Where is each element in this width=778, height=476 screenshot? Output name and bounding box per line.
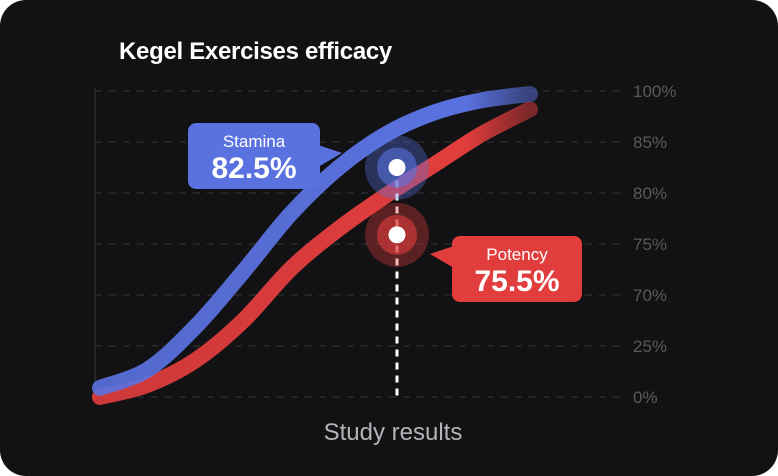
- y-tick-label: 80%: [633, 184, 667, 203]
- y-tick-label: 85%: [633, 133, 667, 152]
- callout-pointer: [318, 145, 342, 167]
- highlight-point: [388, 226, 406, 244]
- chart-title: Kegel Exercises efficacy: [119, 38, 392, 65]
- series-line-stamina: [92, 86, 538, 396]
- series-line-potency: [92, 101, 538, 405]
- y-tick-label: 75%: [633, 235, 667, 254]
- y-tick-label: 0%: [633, 388, 658, 407]
- callout-value: 82.5%: [211, 152, 296, 185]
- series-lines: [92, 86, 538, 405]
- callout-box: [452, 236, 582, 302]
- callout-pointer: [430, 246, 454, 268]
- callout-value: 75.5%: [474, 265, 559, 298]
- y-tick-labels: 100% 85% 80% 75% 70% 25% 0%: [633, 82, 676, 407]
- highlight-markers: [365, 135, 429, 397]
- y-tick-label: 100%: [633, 82, 676, 101]
- callout-series-name: Potency: [486, 245, 548, 264]
- y-tick-label: 70%: [633, 286, 667, 305]
- x-axis-label: Study results: [324, 419, 463, 446]
- callout-box: [188, 123, 320, 189]
- highlight-point: [388, 159, 406, 176]
- callout-series-name: Stamina: [223, 132, 286, 151]
- y-tick-label: 25%: [633, 337, 667, 356]
